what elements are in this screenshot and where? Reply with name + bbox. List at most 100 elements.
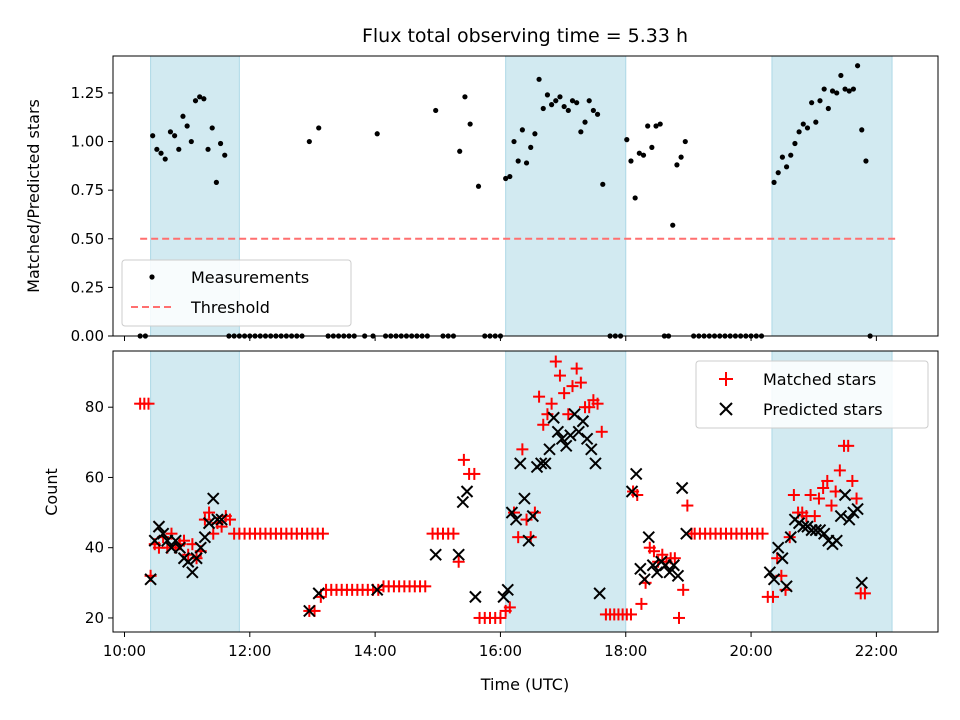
predicted-star-point	[585, 443, 598, 456]
measurement-point	[771, 179, 777, 185]
matched-star-point	[842, 439, 855, 452]
matched-star-point	[821, 474, 834, 487]
matched-star-point	[457, 453, 470, 466]
y-tick-label: 1.25	[71, 84, 104, 102]
observing-window-band	[150, 350, 240, 633]
measurement-point	[457, 148, 463, 154]
matched-star-point	[494, 611, 507, 624]
predicted-star-point	[501, 583, 514, 597]
measurement-point	[628, 158, 634, 164]
predicted-star-point	[543, 443, 556, 456]
measurement-point	[507, 173, 513, 180]
x-axis-label: Time (UTC)	[480, 675, 569, 694]
matched-star-point	[591, 397, 604, 410]
matched-star-point	[537, 418, 550, 431]
predicted-star-point	[547, 411, 560, 424]
matched-star-point	[624, 608, 637, 621]
measurement-point	[172, 133, 178, 139]
legend-measurements-label: Measurements	[191, 268, 309, 287]
measurement-point	[544, 92, 551, 98]
predicted-star-point	[144, 573, 157, 586]
y-tick-label: 0.25	[71, 278, 104, 296]
matched-star-point	[808, 510, 821, 523]
measurement-point	[674, 162, 680, 168]
x-tick-label: 18:00	[604, 642, 647, 660]
matched-star-point	[668, 552, 681, 565]
predicted-star-point	[215, 513, 228, 526]
measurement-point	[649, 144, 655, 150]
predicted-star-point	[202, 516, 216, 530]
measurement-point	[561, 103, 567, 110]
predicted-star-point	[809, 523, 823, 537]
y-tick-label: 20	[85, 609, 104, 627]
predicted-star-point	[194, 541, 207, 554]
predicted-star-point	[763, 566, 777, 579]
measurement-point	[678, 154, 684, 160]
measurement-point	[653, 123, 659, 129]
measurement-point	[167, 129, 174, 135]
predicted-star-point	[797, 520, 810, 533]
bottom-legend: Matched stars Predicted stars	[695, 360, 929, 429]
matched-star-point	[804, 489, 817, 502]
measurement-point	[154, 146, 160, 152]
y-tick-label: 80	[85, 398, 104, 416]
predicted-star-point	[497, 590, 510, 604]
measurement-point	[540, 105, 546, 112]
matched-star-point	[647, 545, 660, 558]
predicted-star-point	[675, 481, 689, 495]
predicted-star-point	[211, 513, 224, 526]
measurement-point	[834, 90, 840, 96]
measurement-point	[209, 125, 215, 131]
matched-star-point	[512, 531, 525, 544]
predicted-star-point	[514, 457, 527, 470]
matched-star-point	[503, 601, 516, 614]
measurement-point	[176, 146, 182, 152]
matched-star-point	[677, 583, 690, 596]
predicted-star-point	[564, 429, 577, 442]
matched-star-point	[316, 527, 329, 540]
predicted-star-point	[667, 559, 680, 572]
measurement-point	[854, 63, 861, 69]
measurement-point	[829, 88, 836, 94]
measurement-point	[553, 98, 559, 104]
x-tick-label: 22:00	[855, 642, 898, 660]
measurement-point	[316, 125, 322, 131]
matched-star-point	[562, 408, 575, 421]
measurement-point	[670, 222, 676, 228]
measurement-point	[565, 107, 571, 114]
matched-star-point	[558, 387, 571, 400]
x-tick-label: 20:00	[729, 642, 772, 660]
measurement-point	[511, 138, 517, 145]
predicted-star-point	[452, 548, 465, 561]
measurement-point	[636, 150, 642, 156]
predicted-star-point	[638, 573, 651, 586]
measurement-point	[594, 111, 601, 117]
predicted-star-point	[663, 566, 676, 579]
measurement-point	[217, 140, 224, 147]
measurement-point	[201, 96, 207, 102]
measurement-point	[467, 121, 473, 127]
predicted-star-point	[589, 457, 602, 470]
y-tick-label: 60	[85, 468, 104, 486]
predicted-star-point	[371, 583, 384, 597]
predicted-star-point	[505, 506, 519, 519]
top-axes: 0.00 0.25 0.50 0.75 1.00 1.25	[71, 55, 939, 345]
matched-star-point	[635, 597, 648, 610]
measurement-point	[842, 86, 848, 92]
predicted-star-point	[834, 509, 848, 523]
matched-star-point	[452, 555, 465, 568]
predicted-star-point	[551, 425, 565, 438]
matched-star-point	[787, 489, 800, 502]
measurement-point	[578, 129, 584, 135]
measurement-point	[775, 170, 781, 176]
measurement-point	[846, 88, 852, 94]
y-tick-label: 0.50	[71, 230, 104, 248]
observing-window-band	[771, 55, 893, 337]
measurement-point	[374, 131, 380, 137]
predicted-star-point	[522, 534, 535, 547]
measurement-point	[528, 144, 534, 150]
predicted-star-point	[851, 502, 864, 516]
measurement-point	[536, 76, 542, 82]
measurement-point	[825, 105, 831, 112]
